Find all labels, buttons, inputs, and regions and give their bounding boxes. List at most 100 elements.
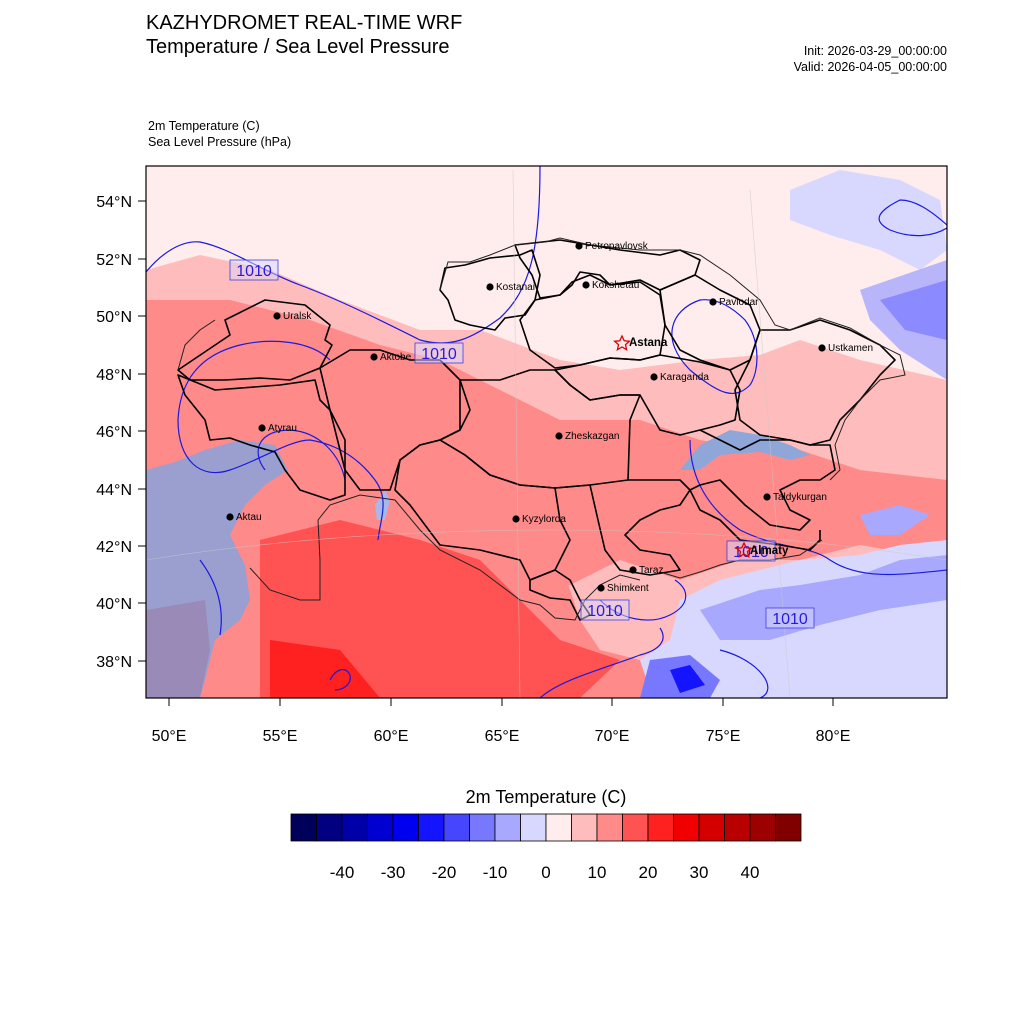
svg-text:Aktobe: Aktobe [380, 352, 412, 363]
colorbar-swatch [341, 813, 368, 842]
city-aktobe: Aktobe [370, 352, 412, 363]
svg-text:Petropavlovsk: Petropavlovsk [585, 241, 649, 252]
city-ustkamen: Ustkamen [818, 343, 873, 354]
city-kyzylorda: Kyzylorda [512, 514, 566, 525]
isobars [146, 166, 947, 698]
colorbar-label: 0 [541, 863, 550, 882]
city-kostanai: Kostanai [486, 282, 535, 293]
isobar-label: 1010 [421, 346, 457, 363]
svg-text:Taraz: Taraz [639, 565, 663, 576]
city-taraz: Taraz [629, 565, 663, 576]
colorbar-swatch [392, 813, 419, 842]
lat-label: 48°N [96, 367, 132, 384]
init-time: Init: 2026-03-29_00:00:00 [803, 44, 947, 58]
province-borders [177, 239, 896, 621]
svg-text:Karaganda: Karaganda [660, 372, 709, 383]
lat-label: 52°N [96, 252, 132, 269]
axis-ticks [138, 200, 834, 706]
colorbar-label: -40 [330, 863, 355, 882]
city-taldykurgan: Taldykurgan [763, 492, 827, 503]
capital-star-icon [613, 334, 631, 352]
svg-text:Zheskazgan: Zheskazgan [565, 431, 619, 442]
lat-label: 40°N [96, 596, 132, 613]
colorbar-swatch [290, 813, 317, 842]
colorbar-swatch [316, 813, 343, 842]
lat-label: 50°N [96, 309, 132, 326]
city-aktau: Aktau [226, 512, 262, 523]
colorbar-swatch [647, 813, 674, 842]
colorbar-swatch [367, 813, 394, 842]
lon-label: 70°E [595, 728, 630, 745]
chart-subtitle: Temperature / Sea Level Pressure [146, 36, 450, 58]
colorbar [290, 813, 802, 842]
city-kokshetau: Kokshetau [582, 280, 639, 291]
map-frame [145, 165, 948, 699]
svg-text:Taldykurgan: Taldykurgan [773, 492, 827, 503]
lon-label: 60°E [374, 728, 409, 745]
city-markers: Petropavlovsk Kostanai Kokshetau Pavloda… [226, 241, 873, 594]
colorbar-label: 20 [639, 863, 658, 882]
colorbar-title: 2m Temperature (C) [465, 787, 627, 807]
lon-label: 80°E [816, 728, 851, 745]
isobar-label: 1010 [587, 603, 623, 620]
svg-text:Kostanai: Kostanai [496, 282, 535, 293]
colorbar-swatch [443, 813, 470, 842]
colorbar-swatch [724, 813, 751, 842]
city-astana: Astana [613, 334, 668, 352]
svg-text:Uralsk: Uralsk [283, 311, 312, 322]
isobar-labels: 1010 1010 1010 1010 1010 [229, 259, 815, 629]
svg-text:Ustkamen: Ustkamen [828, 343, 873, 354]
svg-text:Kokshetau: Kokshetau [592, 280, 639, 291]
city-uralsk: Uralsk [273, 311, 312, 322]
colorbar-label: -30 [381, 863, 406, 882]
city-zheskazgan: Zheskazgan [555, 431, 619, 442]
svg-text:Shimkent: Shimkent [607, 583, 649, 594]
colorbar-swatch [622, 813, 649, 842]
lat-label: 46°N [96, 424, 132, 441]
colorbar-swatch [571, 813, 598, 842]
colorbar-swatch [520, 813, 547, 842]
city-pavlodar: Pavlodar [709, 297, 759, 308]
svg-text:Atyrau: Atyrau [268, 423, 297, 434]
svg-text:Almaty: Almaty [750, 545, 789, 557]
colorbar-swatch [775, 813, 802, 842]
city-petropavlovsk: Petropavlovsk [575, 241, 649, 252]
city-karaganda: Karaganda [650, 372, 709, 383]
colorbar-swatch [418, 813, 445, 842]
lat-label: 42°N [96, 539, 132, 556]
lon-label: 55°E [263, 728, 298, 745]
lat-label: 54°N [96, 194, 132, 211]
colorbar-label: -20 [432, 863, 457, 882]
colorbar-swatch [749, 813, 776, 842]
lon-label: 75°E [706, 728, 741, 745]
colorbar-swatch [673, 813, 700, 842]
svg-text:Pavlodar: Pavlodar [719, 297, 759, 308]
capital-star-icon [735, 541, 753, 559]
colorbar-swatch [545, 813, 572, 842]
temperature-field [146, 166, 947, 698]
lon-label: 50°E [152, 728, 187, 745]
colorbar-label: -10 [483, 863, 508, 882]
colorbar-swatch [596, 813, 623, 842]
svg-text:Kyzylorda: Kyzylorda [522, 514, 566, 525]
isobar-label: 1010 [236, 263, 272, 280]
svg-text:Astana: Astana [629, 337, 668, 349]
isobar-label: 1010 [772, 611, 808, 628]
city-shimkent: Shimkent [597, 583, 649, 594]
city-atyrau: Atyrau [258, 423, 297, 434]
variable-temperature-label: 2m Temperature (C) [148, 119, 260, 133]
colorbar-label: 10 [588, 863, 607, 882]
colorbar-swatch [698, 813, 725, 842]
lon-label: 65°E [485, 728, 520, 745]
colorbar-swatch [469, 813, 496, 842]
colorbar-label: 40 [741, 863, 760, 882]
colorbar-labels: -40 -30 -20 -10 0 10 20 30 40 [330, 863, 760, 882]
city-almaty: Almaty [735, 541, 789, 559]
variable-pressure-label: Sea Level Pressure (hPa) [148, 135, 292, 149]
svg-text:Aktau: Aktau [236, 512, 262, 523]
colorbar-swatch [494, 813, 521, 842]
lat-label: 38°N [96, 654, 132, 671]
colorbar-label: 30 [690, 863, 709, 882]
valid-time: Valid: 2026-04-05_00:00:00 [793, 60, 947, 74]
